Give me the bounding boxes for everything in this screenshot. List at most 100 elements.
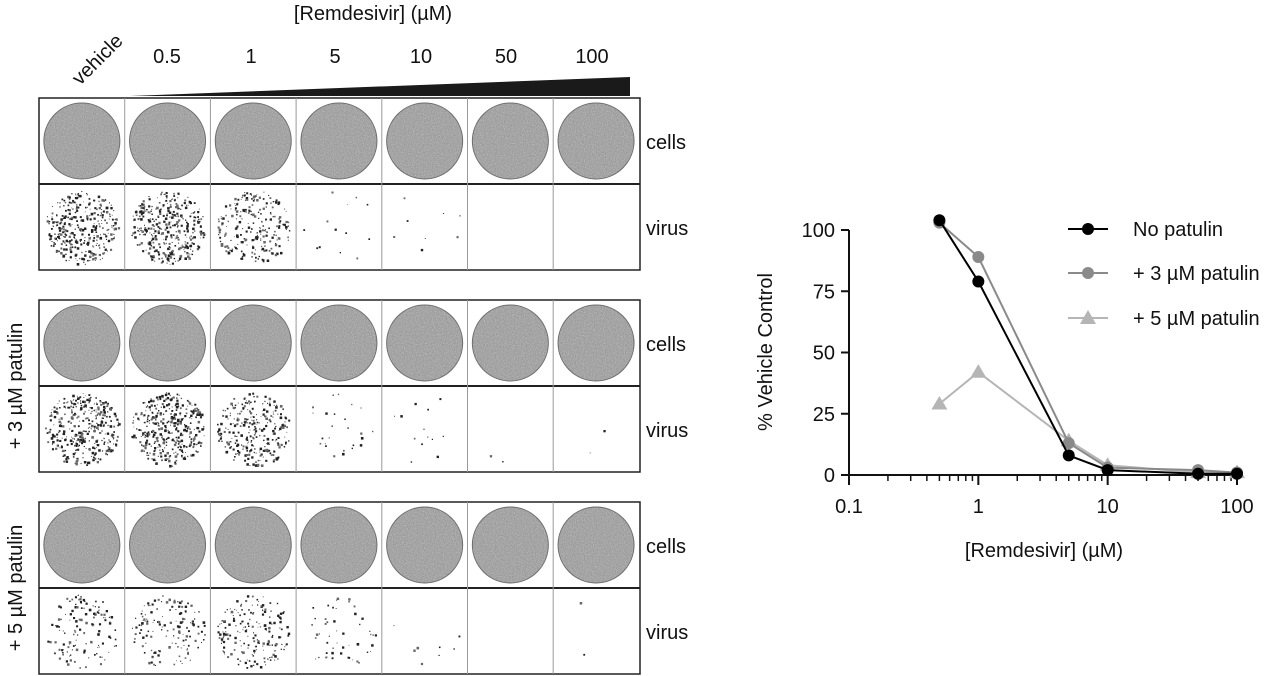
chart-legend: No patulin + 3 µM patulin + 5 µM patulin	[1068, 219, 1260, 330]
virus-well	[132, 595, 206, 666]
series	[931, 364, 1245, 479]
row-label-virus: virus	[646, 420, 688, 442]
cells-well	[43, 304, 121, 382]
y-tick-label: 100	[802, 220, 835, 242]
x-axis-label: [Remdesivir] (µM)	[965, 540, 1123, 562]
concentration-label: 50	[495, 46, 517, 68]
virus-well	[46, 191, 121, 266]
data-point	[931, 395, 948, 410]
concentration-label: 1	[245, 46, 256, 68]
cells-well	[557, 102, 635, 180]
legend-marker	[1080, 310, 1096, 324]
virus-well	[131, 191, 206, 265]
concentration-wedge	[130, 77, 630, 96]
virus-well	[303, 191, 371, 260]
legend-label: + 5 µM patulin	[1133, 308, 1260, 330]
legend-marker	[1082, 223, 1094, 235]
y-tick-label: 0	[824, 465, 835, 487]
series	[933, 216, 1243, 479]
series-line	[938, 219, 1237, 475]
row-label-virus: virus	[646, 218, 688, 240]
row-label-virus: virus	[646, 622, 688, 644]
concentration-title: [Remdesivir] (µM)	[294, 3, 452, 25]
cells-well	[129, 102, 207, 180]
data-point	[933, 214, 946, 227]
cells-well	[43, 102, 121, 180]
group-label: + 3 µM patulin	[5, 323, 27, 450]
cells-well	[300, 506, 378, 584]
cells-well	[386, 304, 464, 382]
virus-well	[131, 392, 205, 468]
cells-well	[214, 506, 292, 584]
virus-well	[217, 392, 291, 467]
cells-well	[129, 304, 207, 382]
cells-well	[471, 506, 549, 584]
cells-well	[129, 506, 207, 584]
plate-group: cells virus	[38, 97, 688, 271]
series-line	[938, 221, 1238, 474]
x-tick-label: 100	[1220, 496, 1253, 518]
virus-well	[394, 398, 444, 463]
data-point	[1101, 464, 1114, 477]
chart-series	[931, 214, 1245, 480]
cells-well	[214, 102, 292, 180]
series-line	[938, 370, 1237, 474]
chart-panel: 0 25 50 75 100 0.1 1 10 100 No patulin + 3 µM pat…	[755, 214, 1260, 562]
y-tick-label: 25	[813, 404, 835, 426]
plate-group: cells virus + 5 µM patulin	[5, 501, 688, 675]
cells-well	[557, 506, 635, 584]
virus-well	[393, 197, 461, 252]
legend-item: + 5 µM patulin	[1068, 308, 1260, 330]
cells-well	[300, 102, 378, 180]
plate-groups: cells virus cells virus + 3 µM patulin cells v…	[5, 97, 688, 675]
virus-well	[47, 594, 117, 669]
data-point	[1192, 467, 1205, 480]
vehicle-label: vehicle	[68, 30, 128, 90]
x-tick-label: 1	[973, 496, 984, 518]
virus-well	[311, 597, 377, 664]
row-label-cells: cells	[646, 132, 686, 154]
data-point	[1231, 467, 1243, 480]
concentration-label: 10	[410, 46, 432, 68]
virus-well	[589, 430, 606, 454]
series	[933, 214, 1243, 480]
cells-well	[300, 304, 378, 382]
data-point	[1062, 437, 1075, 450]
cells-well	[386, 102, 464, 180]
legend-label: No patulin	[1133, 219, 1223, 241]
x-tick-label: 0.1	[835, 496, 863, 518]
group-label: + 5 µM patulin	[5, 525, 27, 652]
concentration-labels: 0.5 1 5 10 50 100	[153, 46, 609, 68]
data-point	[970, 364, 987, 378]
virus-well	[217, 595, 291, 669]
virus-well	[45, 393, 121, 466]
plate-group: cells virus + 3 µM patulin	[5, 299, 688, 473]
data-point	[972, 250, 985, 263]
data-point	[1062, 449, 1075, 462]
legend-label: + 3 µM patulin	[1133, 263, 1260, 285]
x-tick-label: 10	[1097, 496, 1119, 518]
cells-well	[214, 304, 292, 382]
plate-panel: [Remdesivir] (µM) vehicle 0.5 1 5 10 50 100 c…	[5, 3, 688, 675]
virus-well	[217, 191, 291, 263]
row-label-cells: cells	[646, 334, 686, 356]
cells-well	[386, 506, 464, 584]
legend-item: No patulin	[1068, 219, 1223, 241]
cells-well	[43, 506, 121, 584]
concentration-label: 5	[329, 46, 340, 68]
y-axis-label: % Vehicle Control	[755, 273, 777, 431]
virus-well	[393, 625, 461, 666]
legend-marker	[1082, 267, 1094, 279]
virus-well	[579, 602, 586, 656]
row-label-cells: cells	[646, 536, 686, 558]
concentration-label: 0.5	[153, 46, 181, 68]
y-tick-label: 50	[813, 343, 835, 365]
legend-item: + 3 µM patulin	[1068, 263, 1260, 285]
concentration-label: 100	[575, 46, 608, 68]
data-point	[972, 275, 985, 288]
virus-well	[489, 455, 504, 463]
cells-well	[557, 304, 635, 382]
chart-axes: 0 25 50 75 100 0.1 1 10 100	[802, 220, 1254, 518]
y-tick-label: 75	[813, 281, 835, 303]
